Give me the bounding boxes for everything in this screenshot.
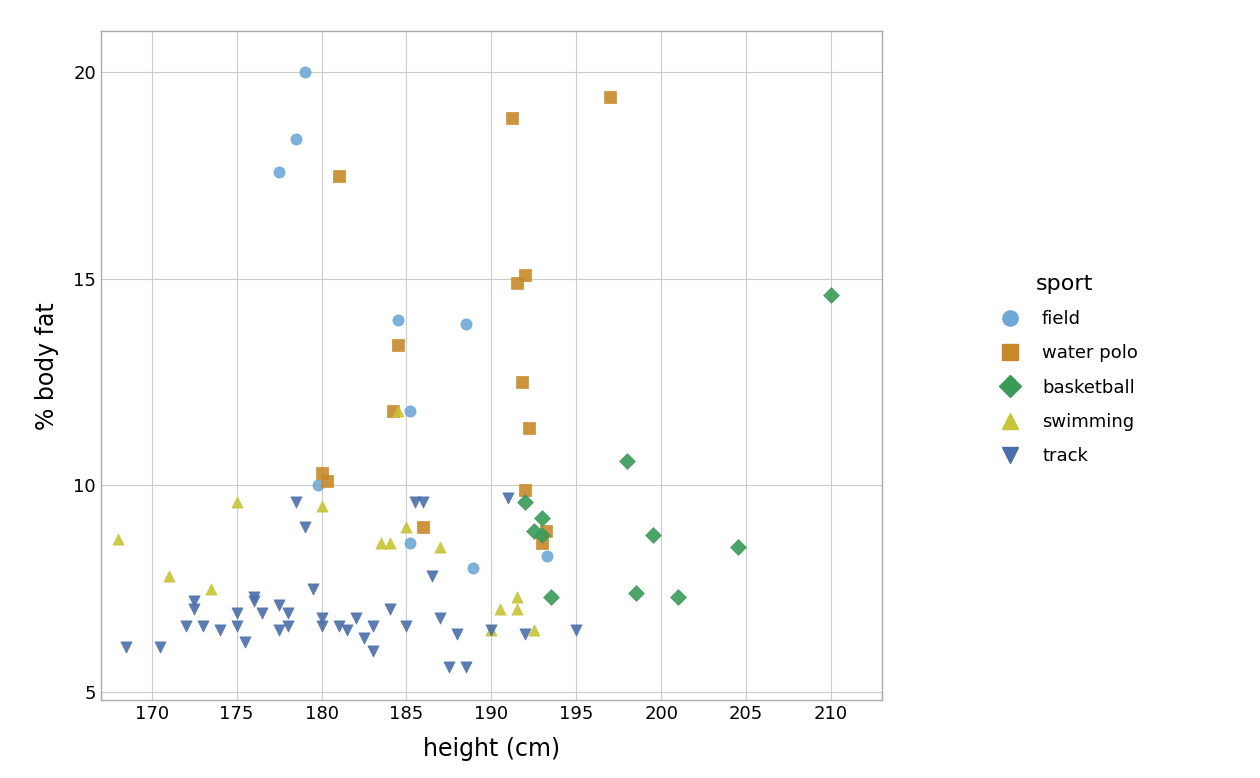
- track: [270, 624, 290, 636]
- track: [336, 624, 357, 636]
- track: [150, 640, 170, 653]
- basketball: [532, 512, 552, 524]
- water polo: [501, 111, 522, 124]
- swimming: [370, 537, 391, 549]
- water polo: [532, 537, 552, 549]
- swimming: [490, 603, 510, 615]
- basketball: [643, 529, 663, 541]
- water polo: [519, 422, 539, 434]
- swimming: [397, 520, 417, 533]
- track: [422, 570, 442, 583]
- track: [175, 619, 195, 632]
- water polo: [316, 475, 336, 488]
- Y-axis label: % body fat: % body fat: [35, 302, 59, 429]
- track: [363, 619, 383, 632]
- track: [116, 640, 136, 653]
- water polo: [515, 483, 535, 496]
- swimming: [227, 496, 247, 508]
- field: [388, 314, 408, 327]
- track: [252, 608, 272, 620]
- track: [277, 619, 297, 632]
- field: [309, 479, 329, 492]
- basketball: [515, 496, 535, 508]
- basketball: [617, 454, 638, 467]
- track: [227, 608, 247, 620]
- track: [447, 628, 467, 640]
- track: [397, 619, 417, 632]
- Legend: field, water polo, basketball, swimming, track: field, water polo, basketball, swimming,…: [983, 265, 1147, 475]
- track: [354, 632, 374, 644]
- water polo: [311, 467, 331, 479]
- track: [345, 612, 365, 624]
- track: [302, 583, 323, 595]
- track: [184, 595, 204, 608]
- field: [270, 165, 290, 177]
- track: [413, 496, 433, 508]
- track: [438, 661, 459, 674]
- track: [515, 628, 535, 640]
- track: [277, 608, 297, 620]
- swimming: [311, 499, 331, 512]
- field: [286, 132, 306, 145]
- track: [311, 612, 331, 624]
- swimming: [507, 591, 527, 603]
- water polo: [507, 277, 527, 289]
- track: [379, 603, 399, 615]
- water polo: [388, 338, 408, 351]
- track: [209, 624, 229, 636]
- track: [295, 520, 315, 533]
- swimming: [107, 533, 127, 545]
- water polo: [413, 520, 433, 533]
- track: [431, 612, 451, 624]
- swimming: [388, 405, 408, 417]
- water polo: [512, 376, 532, 388]
- X-axis label: height (cm): height (cm): [423, 737, 559, 761]
- swimming: [202, 583, 222, 595]
- track: [481, 624, 501, 636]
- water polo: [600, 91, 620, 103]
- basketball: [668, 591, 688, 603]
- water polo: [515, 268, 535, 281]
- swimming: [159, 570, 179, 583]
- track: [311, 619, 331, 632]
- swimming: [507, 603, 527, 615]
- track: [236, 636, 256, 649]
- track: [404, 496, 425, 508]
- basketball: [727, 541, 747, 554]
- track: [243, 591, 263, 603]
- track: [363, 644, 383, 657]
- swimming: [481, 624, 501, 636]
- track: [286, 496, 306, 508]
- swimming: [524, 624, 544, 636]
- track: [456, 661, 476, 674]
- track: [270, 599, 290, 612]
- basketball: [524, 524, 544, 537]
- water polo: [383, 405, 403, 417]
- field: [399, 405, 420, 417]
- swimming: [431, 541, 451, 554]
- field: [462, 562, 483, 574]
- basketball: [532, 529, 552, 541]
- swimming: [379, 537, 399, 549]
- track: [566, 624, 586, 636]
- water polo: [536, 524, 556, 537]
- basketball: [626, 587, 646, 599]
- field: [295, 66, 315, 79]
- field: [537, 549, 557, 562]
- track: [184, 603, 204, 615]
- track: [329, 619, 349, 632]
- basketball: [541, 591, 561, 603]
- track: [193, 619, 213, 632]
- water polo: [329, 170, 349, 182]
- track: [243, 595, 263, 608]
- field: [399, 537, 420, 549]
- track: [498, 492, 518, 504]
- basketball: [822, 289, 842, 302]
- field: [456, 318, 476, 331]
- track: [227, 619, 247, 632]
